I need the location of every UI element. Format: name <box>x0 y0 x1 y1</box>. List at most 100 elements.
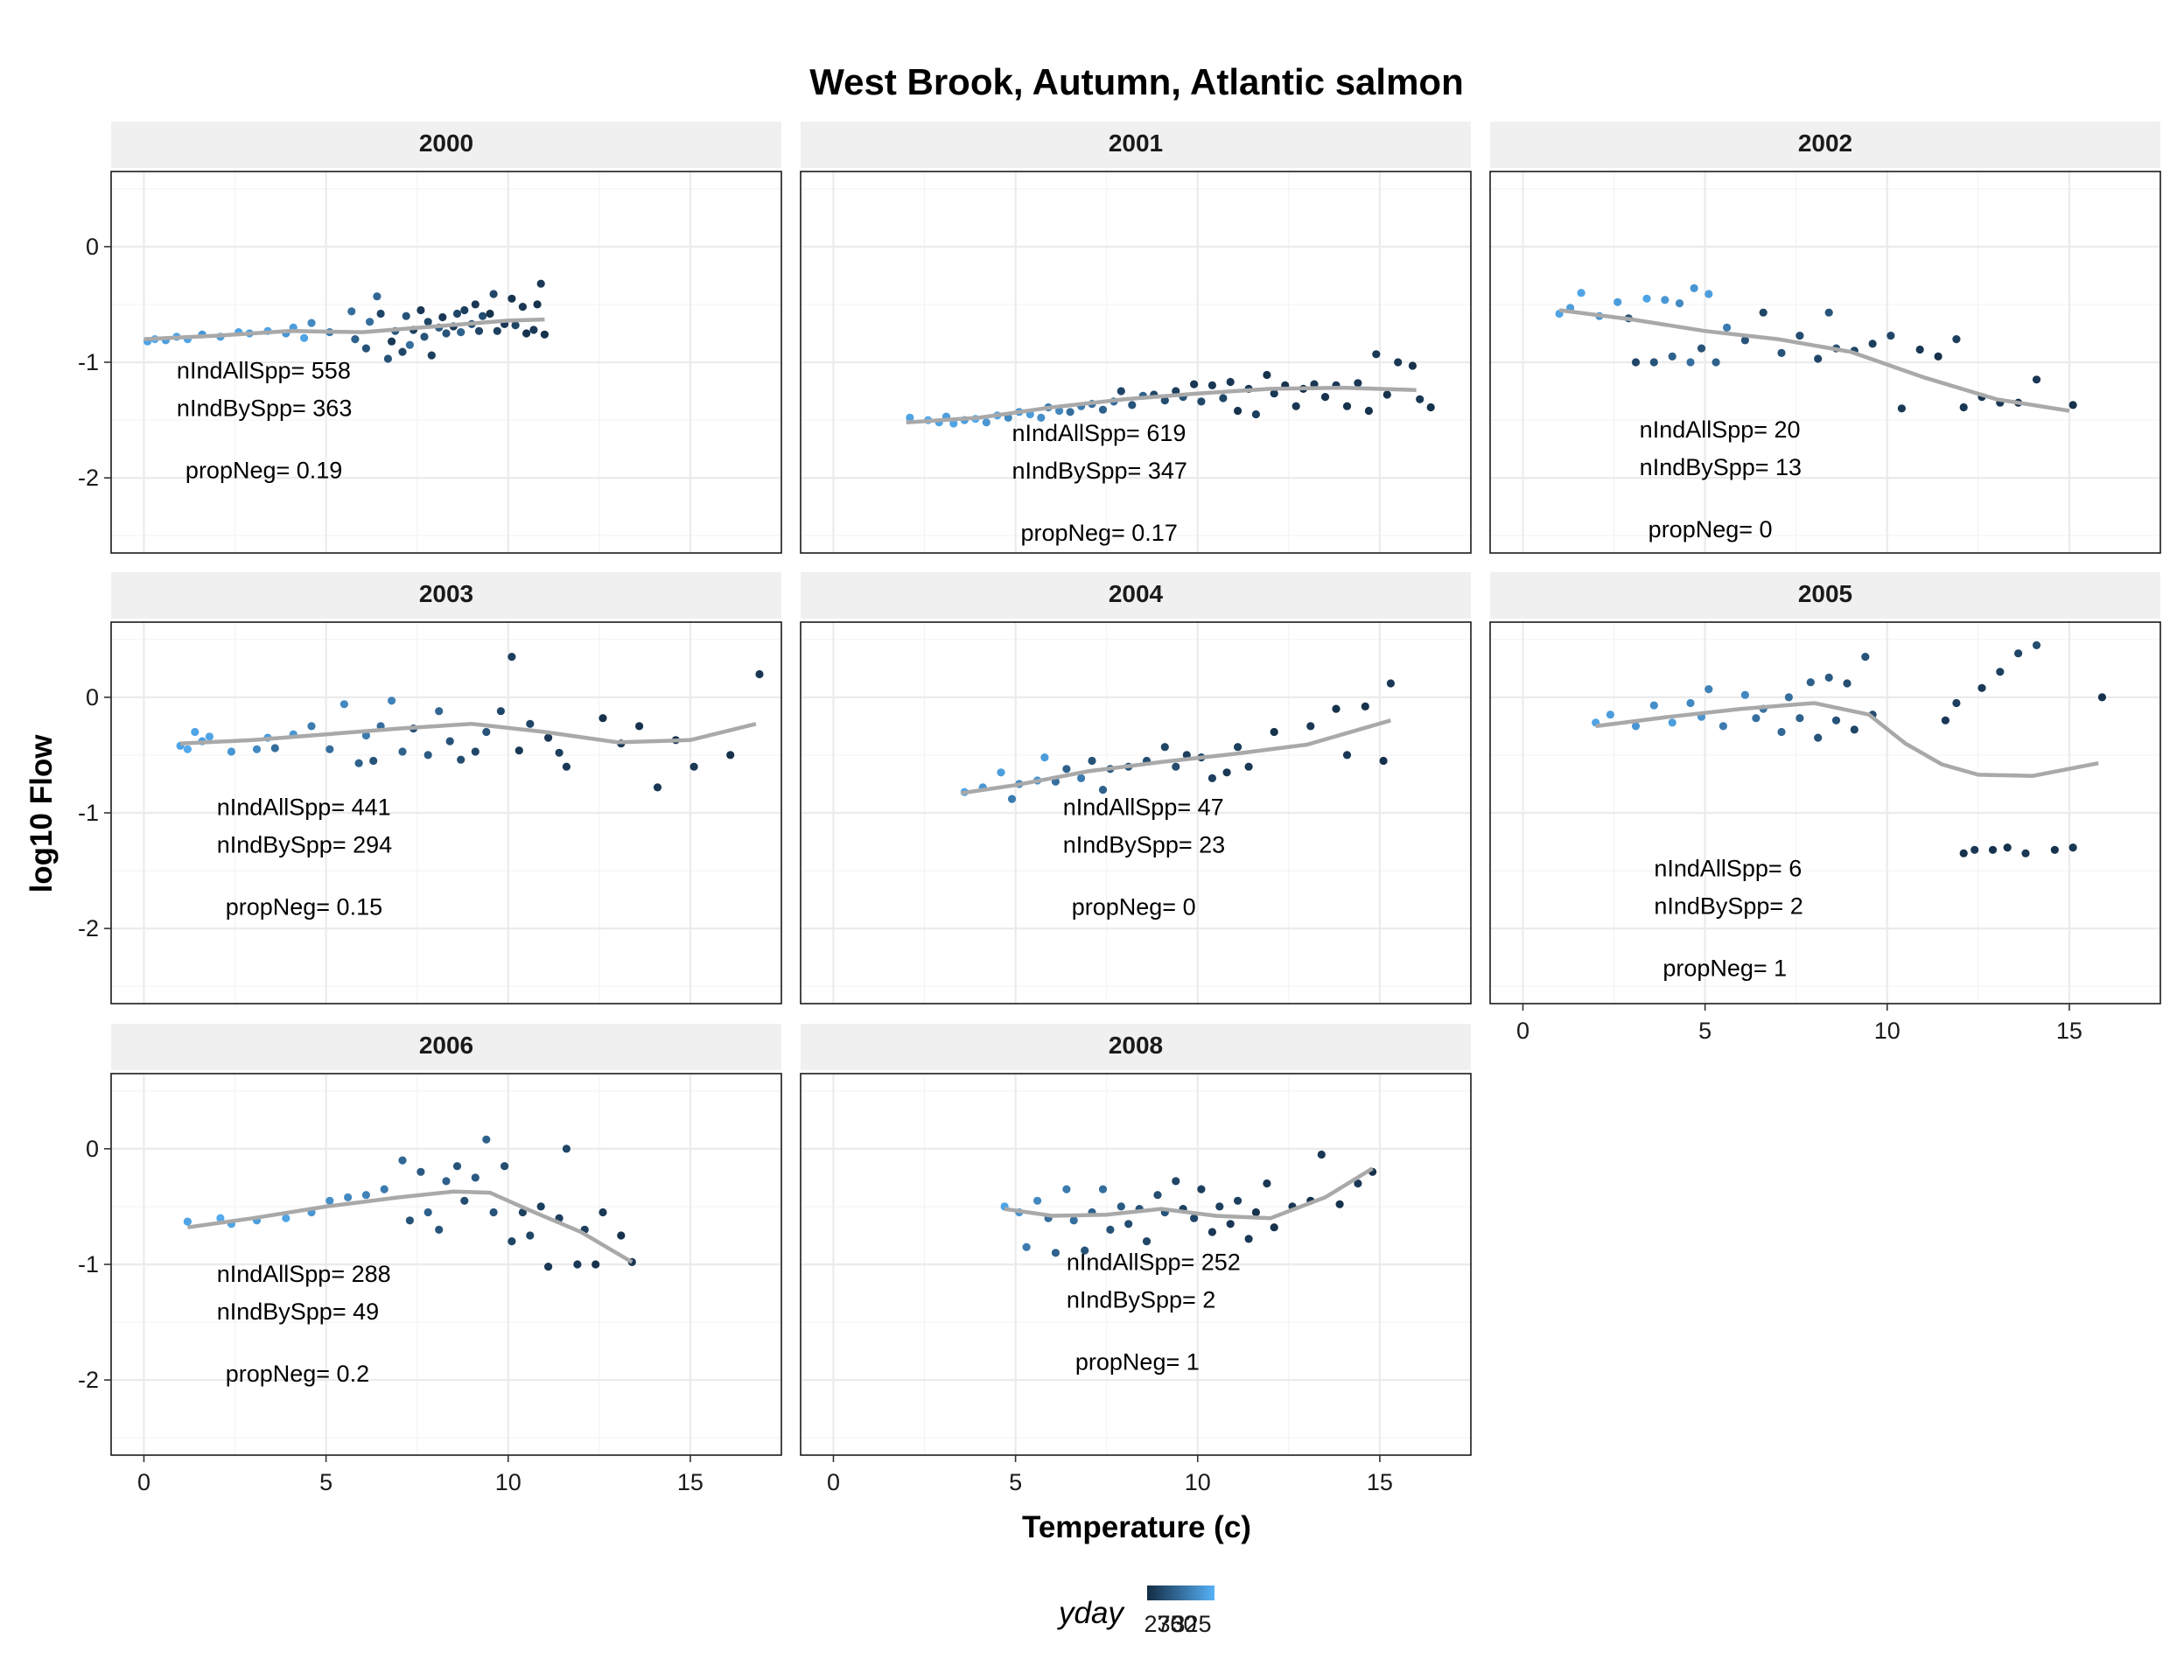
data-point <box>1124 1220 1133 1228</box>
data-point <box>2003 844 2012 852</box>
data-point <box>2097 693 2106 702</box>
facet-strip-label: 2003 <box>419 580 473 607</box>
data-point <box>518 303 527 312</box>
data-point <box>344 1193 353 1201</box>
data-point <box>1244 1235 1253 1243</box>
data-point <box>1215 1202 1224 1211</box>
data-point <box>1116 1202 1125 1211</box>
data-point <box>997 768 1005 777</box>
x-tick-label: 15 <box>677 1469 704 1495</box>
data-point <box>1364 406 1373 416</box>
data-point <box>598 714 607 723</box>
data-point <box>405 1216 414 1225</box>
annotation-propNeg: propNeg= 0.19 <box>186 457 342 483</box>
data-point <box>598 1208 607 1217</box>
annotation-nIndBySpp: nIndBySpp= 2 <box>1067 1287 1215 1313</box>
data-point <box>1172 1177 1180 1186</box>
data-point <box>1270 727 1278 737</box>
data-point <box>460 1196 469 1205</box>
facet-strip <box>801 122 1471 168</box>
data-point <box>1408 361 1417 370</box>
data-point <box>1354 1179 1362 1188</box>
data-point <box>452 309 462 318</box>
data-point <box>1142 1237 1152 1246</box>
x-tick-label: 0 <box>827 1469 840 1495</box>
facet-strip <box>111 1024 781 1070</box>
data-point <box>1172 762 1180 771</box>
facet-strip <box>111 122 781 168</box>
data-point <box>562 762 571 771</box>
data-point <box>1244 762 1253 771</box>
data-point <box>1861 653 1870 662</box>
data-point <box>1796 714 1804 723</box>
data-point <box>1704 685 1713 694</box>
data-point <box>1784 693 1793 702</box>
data-point <box>1062 765 1071 774</box>
data-point <box>1868 340 1877 348</box>
data-point <box>361 344 370 353</box>
data-point <box>1354 379 1362 388</box>
data-point <box>326 745 334 753</box>
data-point <box>1379 756 1388 766</box>
data-point <box>376 309 385 318</box>
data-point <box>1697 344 1706 353</box>
data-point <box>617 1231 626 1240</box>
data-point <box>1661 296 1670 304</box>
data-point <box>1332 704 1340 713</box>
facet-panel-2005: 2005 nIndAllSpp= 6 nIndBySpp= 2 propNeg= 1 0… <box>1489 572 2161 1044</box>
facet-strip-label: 2001 <box>1109 130 1163 157</box>
smooth-line <box>179 722 757 746</box>
data-point <box>1886 332 1895 340</box>
data-point <box>1426 402 1435 412</box>
data-point <box>445 737 454 746</box>
legend-title: yday <box>1057 1596 1125 1630</box>
x-tick-label: 10 <box>1185 1469 1211 1495</box>
data-point <box>1251 410 1260 419</box>
annotation-propNeg: propNeg= 0.15 <box>226 894 382 920</box>
facet-strip <box>801 1024 1471 1070</box>
data-point <box>435 1225 444 1234</box>
x-tick-label: 15 <box>2056 1018 2082 1044</box>
data-point <box>471 300 480 309</box>
data-point <box>2050 845 2059 854</box>
x-tick-label: 10 <box>1874 1018 1900 1044</box>
data-point <box>405 340 414 349</box>
data-point <box>361 1191 370 1200</box>
annotation-propNeg: propNeg= 1 <box>1662 956 1787 982</box>
smooth-line <box>1595 701 2099 778</box>
y-axis-title: log10 Flow <box>24 734 59 893</box>
annotation-propNeg: propNeg= 1 <box>1075 1349 1200 1376</box>
data-point <box>544 1263 553 1271</box>
panel-border <box>1489 171 2161 554</box>
data-point <box>1777 727 1786 737</box>
data-point <box>474 326 484 335</box>
annotation-nIndBySpp: nIndBySpp= 294 <box>217 832 392 858</box>
data-point <box>1897 404 1906 413</box>
data-point <box>252 745 262 753</box>
annotation-propNeg: propNeg= 0 <box>1648 516 1773 542</box>
data-point <box>508 653 516 662</box>
data-point <box>1777 348 1786 357</box>
y-tick-label: 0 <box>86 1136 99 1162</box>
data-point <box>398 347 407 356</box>
data-point <box>1106 1225 1115 1234</box>
data-point <box>373 292 382 301</box>
x-tick-label: 5 <box>1698 1018 1712 1044</box>
data-point <box>1342 751 1352 760</box>
annotation-propNeg: propNeg= 0 <box>1072 894 1196 920</box>
data-point <box>457 755 466 764</box>
data-point <box>1251 1208 1260 1217</box>
data-point <box>1386 679 1395 688</box>
data-point <box>1752 714 1760 723</box>
data-point <box>1361 702 1369 710</box>
data-point <box>1222 768 1231 777</box>
legend-tick-label: 275 <box>1144 1611 1183 1637</box>
data-point <box>982 418 990 427</box>
data-point <box>351 335 360 344</box>
data-point <box>361 731 370 740</box>
data-point <box>424 318 432 326</box>
data-point <box>1978 683 1986 692</box>
data-point <box>479 312 487 320</box>
data-point <box>1037 413 1046 422</box>
